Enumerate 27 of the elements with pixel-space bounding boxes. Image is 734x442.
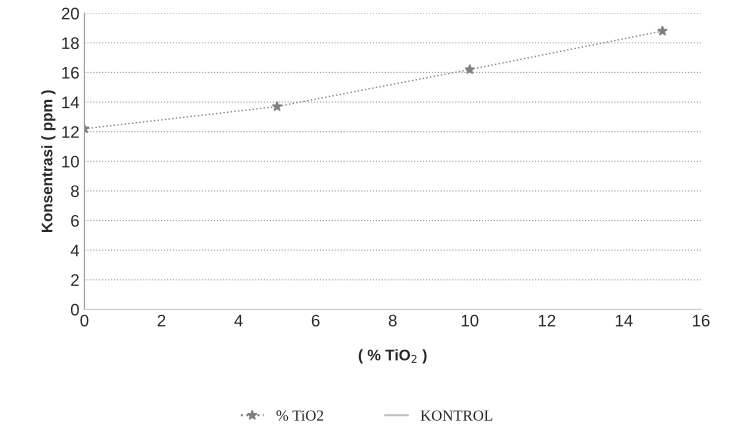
y-tick-label: 14 bbox=[62, 96, 80, 108]
x-tick-label: 16 bbox=[692, 314, 710, 327]
legend-label: KONTROL bbox=[420, 410, 492, 421]
y-tick-label: 4 bbox=[70, 244, 80, 256]
point bbox=[272, 100, 282, 112]
y-tick-label: 12 bbox=[62, 126, 79, 138]
x-tick-label: 8 bbox=[388, 314, 397, 327]
y-tick-label: 6 bbox=[71, 214, 79, 227]
y-tick-label: 2 bbox=[71, 274, 79, 286]
y-tick-label: 18 bbox=[62, 37, 79, 50]
y-tick-label: 10 bbox=[62, 156, 79, 168]
x-tick-label: 12 bbox=[538, 314, 556, 326]
y-tick-label: 16 bbox=[62, 66, 79, 79]
legend-label: % TiO2 bbox=[276, 410, 324, 421]
x-axis-title: ( % TiO$_{2}$ ) bbox=[358, 349, 427, 364]
x-tick-label: 2 bbox=[158, 314, 166, 326]
y-tick-label: 8 bbox=[71, 185, 79, 198]
y-tick-label: 0 bbox=[70, 304, 79, 316]
x-tick-label: 10 bbox=[462, 314, 478, 327]
y-tick-label: 20 bbox=[62, 8, 79, 20]
x-tick-label: 4 bbox=[234, 314, 243, 326]
x-tick-label: 6 bbox=[312, 314, 320, 327]
y-axis-title: Konsentrasi ( ppm ) bbox=[41, 90, 56, 232]
point bbox=[657, 25, 668, 36]
point bbox=[464, 64, 476, 74]
x-tick-label: 14 bbox=[616, 314, 633, 326]
x-tick-label: 0 bbox=[80, 314, 88, 327]
